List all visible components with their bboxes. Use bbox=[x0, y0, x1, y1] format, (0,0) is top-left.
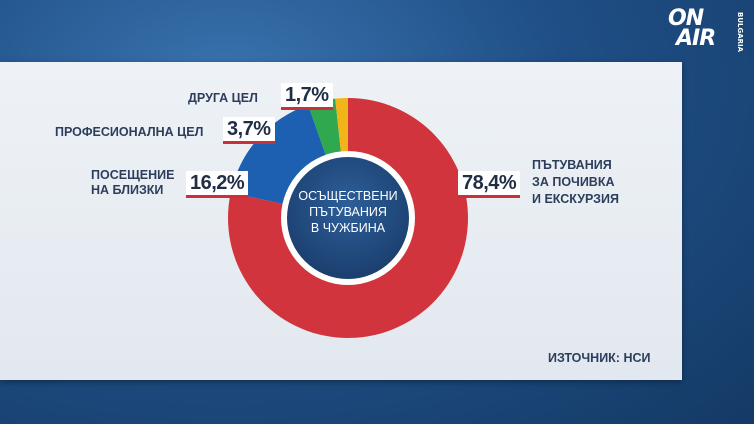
pct-other: 1,7% bbox=[281, 83, 333, 110]
logo-on: ON bbox=[668, 6, 704, 31]
channel-logo: ON AIR BULGARIA bbox=[664, 6, 744, 53]
donut-center-disc bbox=[287, 157, 409, 279]
pct-visit: 16,2% bbox=[186, 171, 249, 198]
label-leisure: Пътувания за почивка и екскурзия bbox=[532, 157, 619, 208]
logo-air: AIR bbox=[676, 26, 716, 51]
center-line-1: ОСЪЩЕСТВЕНИ bbox=[298, 189, 398, 203]
label-leisure-line-3: и екскурзия bbox=[532, 192, 619, 206]
pct-professional: 3,7% bbox=[223, 117, 275, 144]
label-professional: Професионална цел bbox=[55, 125, 204, 139]
source-note: ИЗТОЧНИК: НСИ bbox=[548, 351, 651, 365]
label-other: Друга цел bbox=[188, 91, 258, 105]
logo-sub: BULGARIA bbox=[736, 12, 744, 53]
donut-slices bbox=[228, 98, 469, 338]
slice-leisure bbox=[228, 98, 469, 338]
label-visit-line-1: Посещение bbox=[91, 168, 175, 182]
pct-leisure: 78,4% bbox=[458, 171, 521, 198]
chart-center-title: ОСЪЩЕСТВЕНИ ПЪТУВАНИЯ В ЧУЖБИНА bbox=[283, 188, 413, 236]
label-visit: Посещение на близки bbox=[91, 168, 175, 198]
slice-other bbox=[335, 98, 348, 153]
label-leisure-line-2: за почивка bbox=[532, 175, 615, 189]
slice-visit bbox=[230, 104, 327, 205]
label-visit-line-2: на близки bbox=[91, 183, 164, 197]
slice-professional bbox=[308, 98, 341, 156]
center-line-2: ПЪТУВАНИЯ bbox=[309, 205, 387, 219]
label-leisure-line-1: Пътувания bbox=[532, 158, 612, 172]
center-line-3: В ЧУЖБИНА bbox=[310, 221, 386, 235]
